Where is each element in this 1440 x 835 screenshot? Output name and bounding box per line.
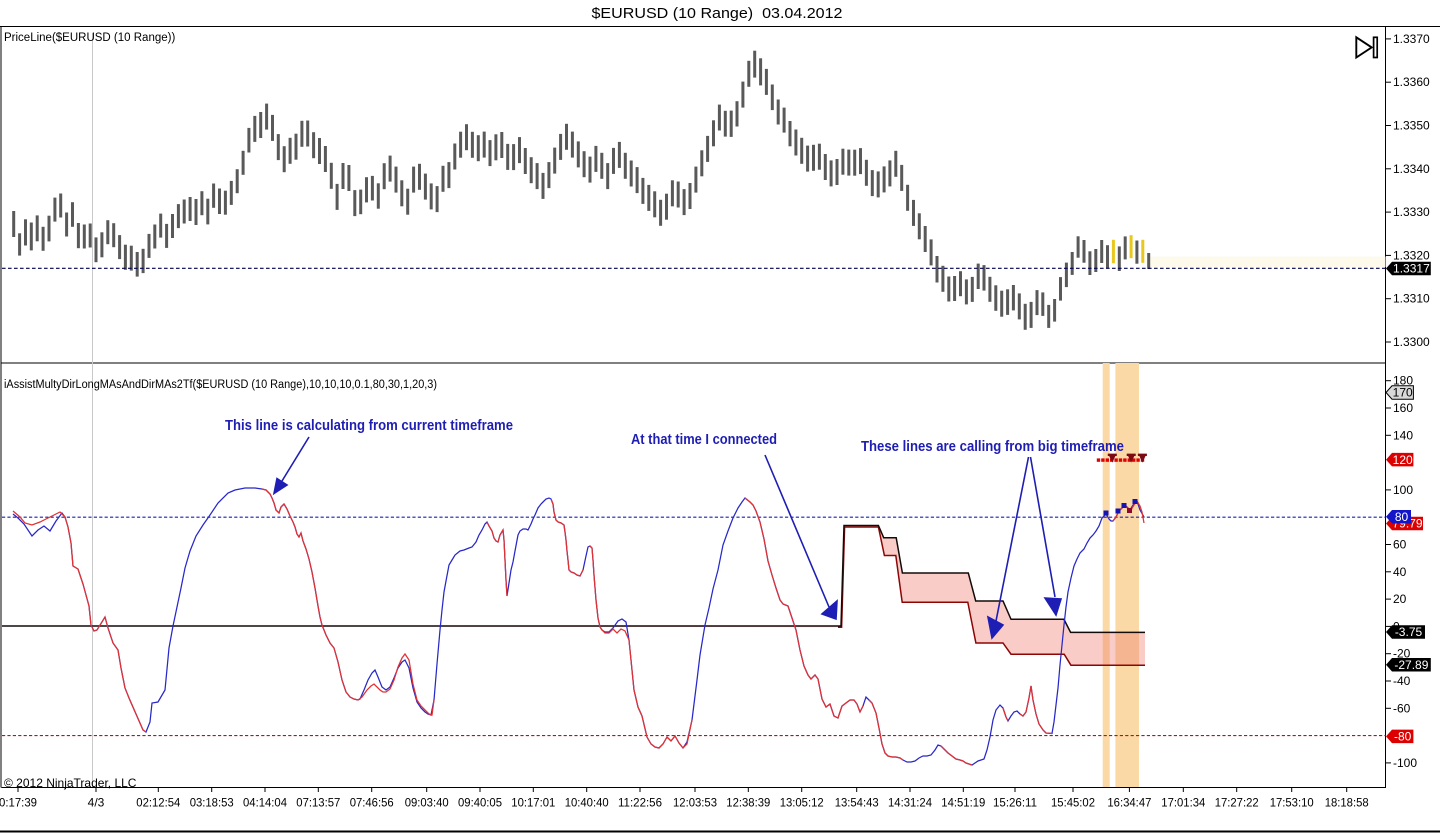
svg-text:-20: -20 [1393,647,1411,661]
svg-text:4/3: 4/3 [88,796,105,810]
svg-text:14:51:19: 14:51:19 [941,796,985,810]
svg-text:0:17:39: 0:17:39 [0,796,37,810]
svg-text:17:27:22: 17:27:22 [1215,796,1259,810]
svg-text:13:54:43: 13:54:43 [835,796,879,810]
svg-text:12:38:39: 12:38:39 [726,796,770,810]
svg-text:120: 120 [1393,453,1413,467]
svg-text:15:45:02: 15:45:02 [1051,796,1095,810]
svg-text:170: 170 [1393,386,1413,400]
svg-text:140: 140 [1393,428,1413,442]
svg-text:14:31:24: 14:31:24 [888,796,932,810]
svg-text:03:18:53: 03:18:53 [190,796,234,810]
svg-text:18:18:58: 18:18:58 [1325,796,1369,810]
svg-text:This line is calculating from: This line is calculating from current ti… [225,417,513,434]
svg-text:11:22:56: 11:22:56 [618,796,662,810]
svg-text:12:03:53: 12:03:53 [673,796,717,810]
svg-text:1.3320: 1.3320 [1393,248,1430,262]
svg-text:1.3360: 1.3360 [1393,75,1430,89]
svg-text:-100: -100 [1393,756,1417,770]
svg-text:180: 180 [1393,374,1413,388]
svg-text:1.3310: 1.3310 [1393,292,1430,306]
svg-text:80: 80 [1395,510,1409,524]
svg-text:These lines are calling from b: These lines are calling from big timefra… [861,438,1124,455]
svg-text:07:13:57: 07:13:57 [296,796,340,810]
svg-text:07:46:56: 07:46:56 [350,796,394,810]
svg-text:1.3370: 1.3370 [1393,32,1430,46]
svg-text:17:01:34: 17:01:34 [1161,796,1205,810]
svg-text:© 2012 NinjaTrader, LLC: © 2012 NinjaTrader, LLC [4,776,137,790]
svg-text:09:40:05: 09:40:05 [458,796,502,810]
svg-text:15:26:11: 15:26:11 [993,796,1037,810]
svg-text:1.3330: 1.3330 [1393,205,1430,219]
svg-text:$EURUSD (10 Range) 03.04.2012: $EURUSD (10 Range) 03.04.2012 [592,5,843,22]
svg-text:100: 100 [1393,483,1413,497]
svg-text:10:17:01: 10:17:01 [511,796,555,810]
svg-text:160: 160 [1393,401,1413,415]
svg-text:-60: -60 [1393,701,1411,715]
svg-text:1.3350: 1.3350 [1393,119,1430,133]
svg-text:16:34:47: 16:34:47 [1107,796,1151,810]
svg-text:04:14:04: 04:14:04 [243,796,287,810]
svg-text:-80: -80 [1394,730,1412,744]
svg-text:1.3317: 1.3317 [1393,262,1430,276]
svg-text:1.3340: 1.3340 [1393,162,1430,176]
svg-text:-40: -40 [1393,674,1411,688]
svg-text:1.3300: 1.3300 [1393,335,1430,349]
svg-text:40: 40 [1393,565,1407,579]
svg-text:13:05:12: 13:05:12 [780,796,824,810]
svg-text:20: 20 [1393,592,1407,606]
svg-text:iAssistMultyDirLongMAsAndDirMA: iAssistMultyDirLongMAsAndDirMAs2Tf($EURU… [4,379,437,391]
svg-text:PriceLine($EURUSD (10 Range)): PriceLine($EURUSD (10 Range)) [4,32,175,44]
svg-text:-3.75: -3.75 [1395,625,1423,639]
svg-text:17:53:10: 17:53:10 [1270,796,1314,810]
svg-text:At that time I connected: At that time I connected [631,431,777,448]
svg-text:60: 60 [1393,538,1407,552]
svg-text:02:12:54: 02:12:54 [136,796,180,810]
svg-text:10:40:40: 10:40:40 [565,796,609,810]
svg-text:09:03:40: 09:03:40 [405,796,449,810]
svg-text:-27.89: -27.89 [1394,658,1428,672]
